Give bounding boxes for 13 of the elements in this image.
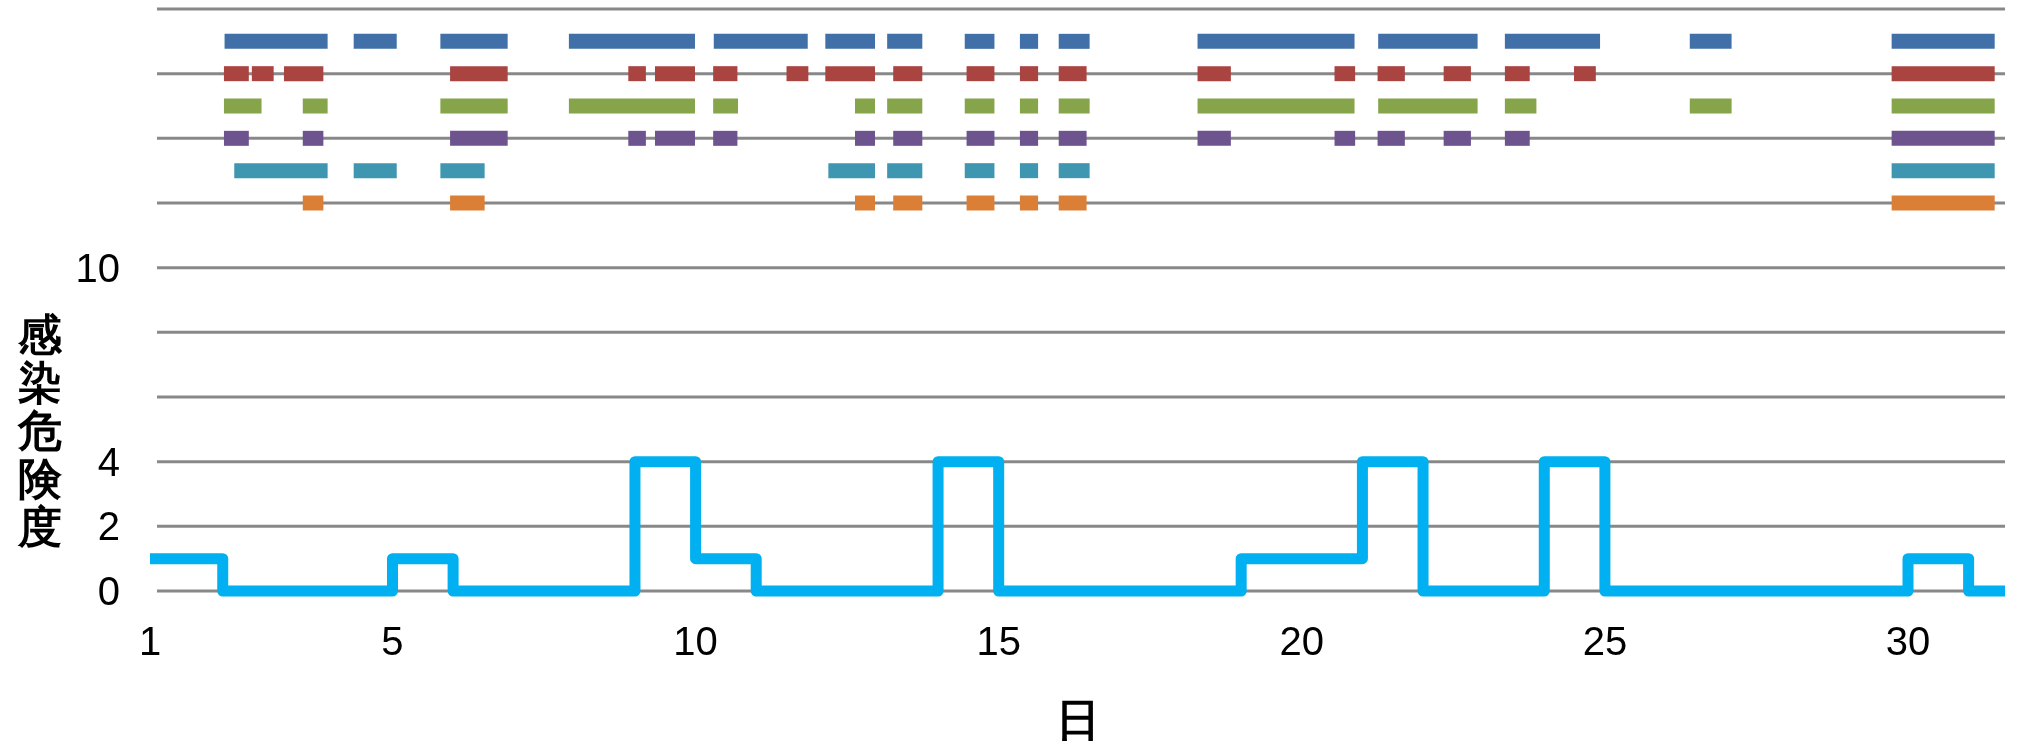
x-tick-label: 30 [1885,619,1931,663]
x-axis-title: 日 [1055,695,1100,744]
y-tick-label: 0 [97,569,120,613]
x-tick-label: 1 [138,619,162,663]
y-tick-label: 10 [75,245,120,290]
x-tick-label: 10 [673,619,718,663]
x-tick-label: 25 [1582,619,1628,663]
y-axis-title: 感染危険度 [17,309,63,551]
x-tick-label: 5 [381,619,404,663]
y-tick-label: 4 [97,439,120,484]
x-tick-label: 20 [1279,619,1325,663]
x-tick-label: 15 [976,619,1021,663]
y-tick-label: 2 [97,504,120,549]
